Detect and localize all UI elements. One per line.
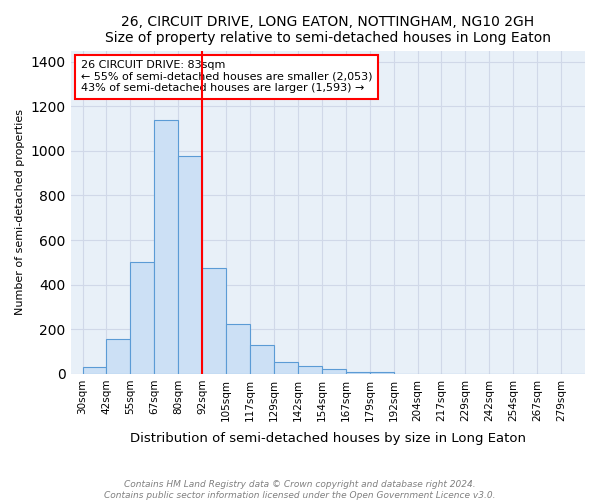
Bar — [298, 366, 322, 374]
Y-axis label: Number of semi-detached properties: Number of semi-detached properties — [15, 109, 25, 315]
Bar — [250, 345, 274, 374]
Text: 26 CIRCUIT DRIVE: 83sqm
← 55% of semi-detached houses are smaller (2,053)
43% of: 26 CIRCUIT DRIVE: 83sqm ← 55% of semi-de… — [81, 60, 373, 94]
Title: 26, CIRCUIT DRIVE, LONG EATON, NOTTINGHAM, NG10 2GH
Size of property relative to: 26, CIRCUIT DRIVE, LONG EATON, NOTTINGHA… — [105, 15, 551, 45]
Bar — [130, 262, 154, 374]
Bar — [178, 156, 202, 374]
Bar — [106, 340, 130, 374]
X-axis label: Distribution of semi-detached houses by size in Long Eaton: Distribution of semi-detached houses by … — [130, 432, 526, 445]
Bar — [202, 268, 226, 374]
Bar — [322, 370, 346, 374]
Text: Contains HM Land Registry data © Crown copyright and database right 2024.
Contai: Contains HM Land Registry data © Crown c… — [104, 480, 496, 500]
Bar — [274, 362, 298, 374]
Bar — [226, 324, 250, 374]
Bar — [154, 120, 178, 374]
Bar — [370, 372, 394, 374]
Bar — [346, 372, 370, 374]
Bar — [83, 367, 106, 374]
